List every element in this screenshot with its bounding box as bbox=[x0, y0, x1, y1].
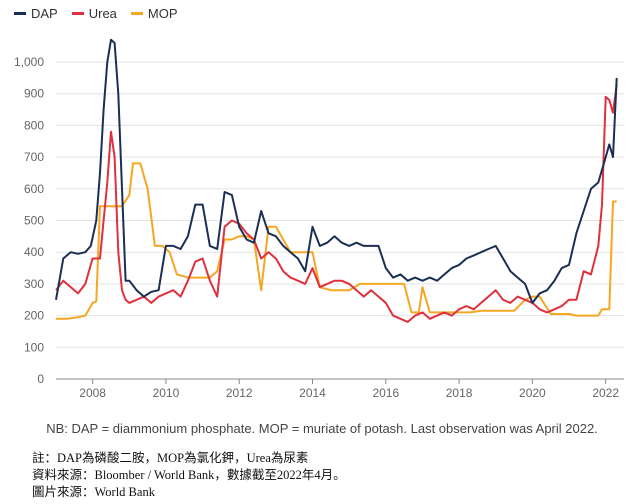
x-tick-label: 2018 bbox=[446, 386, 473, 400]
chart-note: NB: DAP = diammonium phosphate. MOP = mu… bbox=[46, 421, 598, 436]
legend-item-dap: DAP bbox=[14, 6, 58, 21]
legend-item-mop: MOP bbox=[130, 6, 178, 21]
y-tick-label: 400 bbox=[24, 245, 44, 259]
caption-source: 資料來源：Bloomber / World Bank，數據截至2022年4月。 bbox=[32, 468, 346, 482]
legend-label-urea: Urea bbox=[88, 6, 117, 21]
y-tick-label: 100 bbox=[24, 340, 44, 354]
y-tick-label: 300 bbox=[24, 277, 44, 291]
y-tick-label: 700 bbox=[24, 150, 44, 164]
x-tick-label: 2014 bbox=[299, 386, 326, 400]
x-tick-label: 2008 bbox=[79, 386, 106, 400]
legend-label-dap: DAP bbox=[31, 6, 58, 21]
legend-item-urea: Urea bbox=[71, 6, 117, 21]
series-line-mop bbox=[56, 162, 617, 320]
legend-swatch-mop bbox=[130, 12, 143, 15]
y-tick-label: 800 bbox=[24, 118, 44, 132]
y-axis-ticks: 0 100 200 300 400 500 600 700 800 900 1,000 bbox=[14, 55, 44, 386]
y-tick-label: 200 bbox=[24, 309, 44, 323]
x-tick-label: 2012 bbox=[226, 386, 253, 400]
series-line-dap bbox=[55, 38, 618, 304]
y-tick-label: 600 bbox=[24, 182, 44, 196]
series-lines bbox=[55, 38, 618, 323]
legend-swatch-dap bbox=[14, 12, 26, 15]
x-tick-label: 2022 bbox=[592, 386, 619, 400]
x-tick-label: 2010 bbox=[153, 386, 180, 400]
legend-label-mop: MOP bbox=[147, 6, 178, 21]
legend-swatch-urea bbox=[71, 12, 84, 15]
y-tick-label: 900 bbox=[24, 87, 44, 101]
legend: DAP Urea MOP bbox=[14, 6, 178, 21]
gridlines bbox=[56, 61, 624, 380]
caption-image-source: 圖片來源：World Bank bbox=[32, 485, 155, 499]
caption-definitions: 註：DAP為磷酸二胺，MOP為氯化鉀，Urea為尿素 bbox=[32, 451, 309, 465]
y-tick-label: 0 bbox=[37, 372, 44, 386]
x-tick-label: 2020 bbox=[519, 386, 546, 400]
y-tick-label: 500 bbox=[24, 214, 44, 228]
y-tick-label: 1,000 bbox=[14, 55, 44, 69]
x-tick-label: 2016 bbox=[372, 386, 399, 400]
x-axis-ticks: 2008 2010 2012 2014 2016 2018 2020 2022 bbox=[79, 379, 619, 400]
series-line-urea bbox=[55, 84, 618, 323]
